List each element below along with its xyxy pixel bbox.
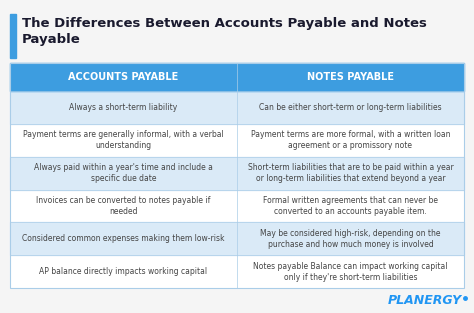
Text: PLANERGY: PLANERGY [388,295,462,307]
Bar [10,14,16,58]
Bar [10,63,464,288]
Text: Notes payable Balance can impact working capital
only if they're short-term liab: Notes payable Balance can impact working… [253,262,448,282]
Bar [10,63,464,91]
Text: Payment terms are more formal, with a written loan
agreement or a promissory not: Payment terms are more formal, with a wr… [251,130,450,150]
Text: The Differences Between Accounts Payable and Notes
Payable: The Differences Between Accounts Payable… [22,17,427,47]
Text: AP balance directly impacts working capital: AP balance directly impacts working capi… [39,267,208,276]
Text: NOTES PAYABLE: NOTES PAYABLE [307,72,394,82]
Text: Can be either short-term or long-term liabilities: Can be either short-term or long-term li… [259,103,442,112]
Text: Formal written agreements that can never be
converted to an accounts payable ite: Formal written agreements that can never… [263,196,438,216]
Text: Considered common expenses making them low-risk: Considered common expenses making them l… [22,234,225,243]
Text: Always paid within a year's time and include a
specific due date: Always paid within a year's time and inc… [34,163,213,183]
Text: Short-term liabilities that are to be paid within a year
or long-term liabilitie: Short-term liabilities that are to be pa… [247,163,453,183]
Text: May be considered high-risk, depending on the
purchase and how much money is inv: May be considered high-risk, depending o… [260,229,441,249]
Bar [10,91,464,124]
Text: Always a short-term liability: Always a short-term liability [69,103,178,112]
Text: ACCOUNTS PAYABLE: ACCOUNTS PAYABLE [68,72,179,82]
Text: Invoices can be converted to notes payable if
needed: Invoices can be converted to notes payab… [36,196,210,216]
Bar [10,157,464,189]
Text: Payment terms are generally informal, with a verbal
understanding: Payment terms are generally informal, wi… [23,130,224,150]
Bar [10,63,464,288]
Bar [10,222,464,255]
